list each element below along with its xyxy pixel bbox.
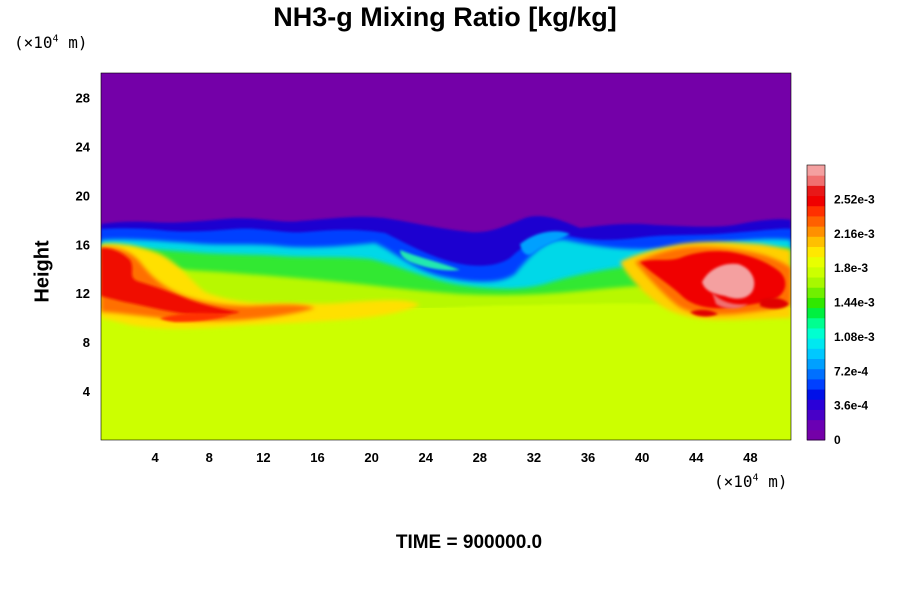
y-tick-label: 20	[76, 188, 90, 203]
x-axis: 4 8 12 16 20 24 28 32 36 40 44 48	[152, 450, 758, 465]
x-tick-label: 20	[364, 450, 378, 465]
y-tick-label: 24	[76, 139, 91, 154]
colorbar-tick-label: 2.52e-3	[834, 192, 875, 206]
colorbar-level	[807, 389, 825, 400]
x-tick-label: 36	[581, 450, 595, 465]
colorbar-level	[807, 297, 825, 309]
colorbar-level	[807, 185, 825, 197]
y-tick-label: 8	[83, 335, 90, 350]
colorbar-tick-label: 2.16e-3	[834, 227, 875, 241]
y-tick-label: 4	[83, 384, 91, 399]
middle-wisp-2	[400, 250, 460, 271]
right-pink-core-2	[712, 292, 748, 309]
y-axis-unit: (×104 m)	[14, 33, 88, 52]
x-tick-label: 40	[635, 450, 649, 465]
colorbar-level	[807, 429, 825, 441]
colorbar-level	[807, 409, 825, 421]
colorbar-level	[807, 256, 825, 268]
colorbar-tick-label: 0	[834, 433, 841, 447]
colorbar-level	[807, 338, 825, 349]
x-tick-label: 8	[206, 450, 213, 465]
colorbar-level	[807, 368, 825, 380]
colorbar-level	[807, 327, 825, 339]
colorbar: 0 3.6e-4 7.2e-4 1.08e-3 1.44e-3 1.8e-3 2.16e-3…	[806, 164, 875, 447]
colorbar-level	[807, 165, 825, 176]
plot-frame	[100, 72, 792, 441]
x-tick-label: 12	[256, 450, 270, 465]
left-red-streak-2	[160, 313, 230, 322]
colorbar-frame	[806, 164, 826, 441]
colorbar-level	[807, 419, 825, 431]
colorbar-level	[807, 195, 825, 207]
right-red-spots	[690, 297, 789, 317]
x-tick-label: 28	[473, 450, 487, 465]
x-axis-unit: (×104 m)	[714, 472, 788, 491]
colorbar-level	[807, 175, 825, 186]
colorbar-level	[807, 226, 825, 237]
x-tick-label: 16	[310, 450, 324, 465]
colorbar-tick-label: 3.6e-4	[834, 399, 868, 413]
colorbar-tick-label: 7.2e-4	[834, 364, 868, 378]
left-red-streak	[101, 248, 240, 316]
y-tick-label: 12	[76, 286, 90, 301]
y-tick-label: 16	[76, 237, 90, 252]
right-pink-core	[702, 263, 755, 299]
colorbar-level	[807, 317, 825, 329]
y-axis: 4 8 12 16 20 24 28	[76, 90, 91, 399]
colorbar-level	[807, 236, 825, 247]
middle-wisp	[520, 231, 570, 255]
colorbar-level	[807, 215, 825, 227]
x-tick-label: 4	[152, 450, 160, 465]
colorbar-level	[807, 266, 825, 278]
y-tick-label: 28	[76, 90, 90, 105]
colorbar-level	[807, 358, 825, 370]
time-label: TIME = 900000.0	[395, 532, 543, 553]
colorbar-level	[807, 287, 825, 298]
x-tick-label: 48	[743, 450, 757, 465]
x-tick-label: 44	[689, 450, 704, 465]
heatmap-field	[101, 73, 791, 440]
x-tick-label: 32	[527, 450, 541, 465]
colorbar-tick-label: 1.44e-3	[834, 296, 875, 310]
colorbar-level	[807, 348, 825, 360]
colorbar-tick-label: 1.8e-3	[834, 261, 868, 275]
colorbar-level	[807, 399, 825, 410]
colorbar-level	[807, 246, 825, 258]
colorbar-level	[807, 378, 825, 390]
chart-title: NH3-g Mixing Ratio [kg/kg]	[273, 2, 617, 32]
x-tick-label: 24	[418, 450, 433, 465]
colorbar-level	[807, 205, 825, 217]
colorbar-level	[807, 307, 825, 319]
colorbar-level	[807, 277, 825, 288]
colorbar-tick-label: 1.08e-3	[834, 330, 875, 344]
